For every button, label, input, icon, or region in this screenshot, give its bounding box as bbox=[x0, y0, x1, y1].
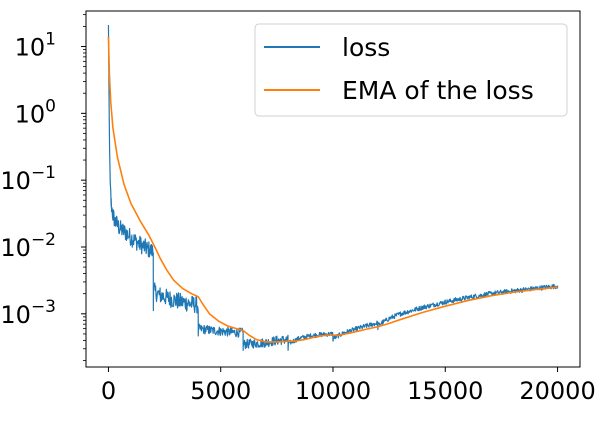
x-tick-label: 10000 bbox=[295, 377, 371, 405]
axis-ticks: 0 5000 10000 15000 20000 101 100 10−1 10−2 10−3 bbox=[0, 14, 596, 405]
y-tick-label: 10−1 bbox=[0, 163, 56, 195]
series-line-1 bbox=[107, 36, 558, 343]
y-tick-label: 100 bbox=[15, 96, 56, 128]
legend-box bbox=[254, 23, 568, 117]
legend: loss EMA of the loss bbox=[254, 23, 568, 117]
x-tick-label: 5000 bbox=[190, 377, 251, 405]
x-tick-label: 20000 bbox=[519, 377, 595, 405]
x-tick-label: 15000 bbox=[407, 377, 483, 405]
x-tick-label: 0 bbox=[101, 377, 116, 405]
legend-label: EMA of the loss bbox=[342, 76, 534, 105]
legend-label: loss bbox=[342, 33, 390, 62]
y-tick-label: 10−2 bbox=[0, 230, 56, 262]
series-layer bbox=[107, 24, 559, 351]
y-tick-label: 101 bbox=[15, 30, 56, 62]
y-tick-label: 10−3 bbox=[0, 297, 56, 329]
